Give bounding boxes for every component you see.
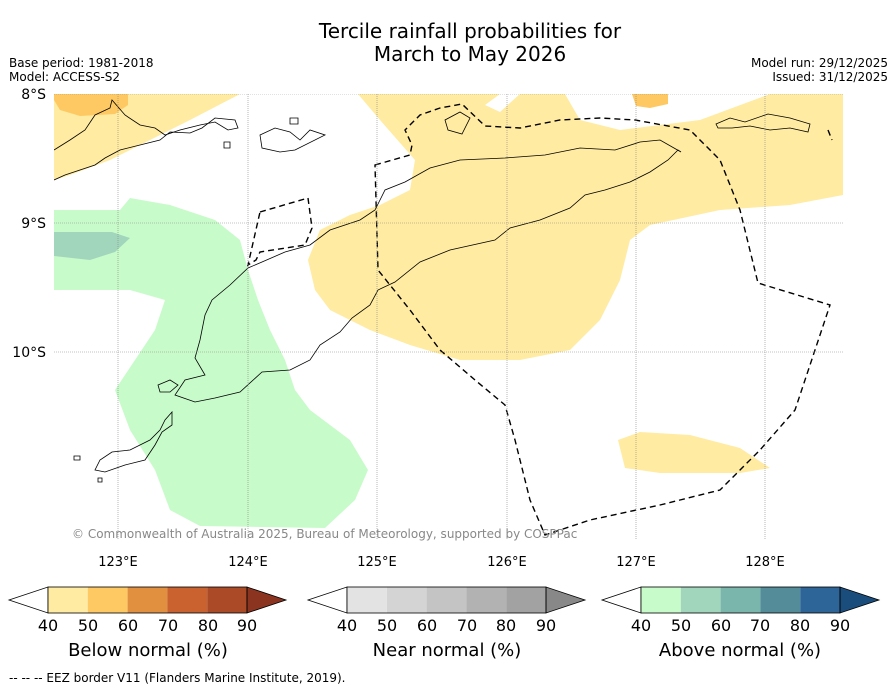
eez-footer-note: -- -- -- EEZ border V11 (Flanders Marine… <box>9 671 346 685</box>
near-tick-50: 50 <box>376 616 398 635</box>
below-tick-40: 40 <box>37 616 59 635</box>
issued-date: Issued: 31/12/2025 <box>772 70 888 84</box>
title-line-2: March to May 2026 <box>373 42 567 66</box>
below-tick-90: 90 <box>236 616 258 635</box>
small-islands <box>223 117 327 153</box>
near-over-triangle <box>545 586 587 614</box>
alor-coastline <box>444 111 471 135</box>
above-normal-high-region <box>54 232 130 260</box>
above-swatch-3 <box>760 587 801 613</box>
below-frame <box>47 586 248 614</box>
lat-label-8s: 8°S <box>21 87 46 103</box>
below-swatch-1 <box>87 587 128 613</box>
colorbar-below-normal <box>7 586 288 614</box>
below-normal-high-north <box>632 94 668 108</box>
model-name: Model: ACCESS-S2 <box>9 70 121 84</box>
above-swatch-2 <box>720 587 761 613</box>
near-frame <box>346 586 547 614</box>
below-normal-region-central <box>308 94 843 360</box>
meta-left: Base period: 1981-2018 Model: ACCESS-S2 <box>9 56 154 84</box>
above-swatch-4 <box>800 587 840 613</box>
below-normal-high-northwest <box>54 94 128 116</box>
lon-label-123e: 123°E <box>98 555 138 570</box>
model-run: Model run: 29/12/2025 <box>750 56 888 70</box>
below-tick-80: 80 <box>197 616 219 635</box>
below-normal-region-southeast <box>618 432 770 473</box>
lat-label-9s: 9°S <box>21 216 46 232</box>
lon-label-128e: 128°E <box>745 555 785 570</box>
above-tick-90: 90 <box>829 616 851 635</box>
above-tick-40: 40 <box>630 616 652 635</box>
base-period: Base period: 1981-2018 <box>9 56 154 70</box>
above-swatch-0 <box>641 587 681 613</box>
below-over-triangle <box>246 586 288 614</box>
wetar-coastline <box>715 113 811 133</box>
lon-label-125e: 125°E <box>357 555 397 570</box>
above-normal-title: Above normal (%) <box>658 640 822 661</box>
map-title: Tercile rainfall probabilities for March… <box>0 20 896 66</box>
rainfall-map: 8°S 9°S 10°S 123°E 124°E 125°E 126°E 127… <box>12 87 843 570</box>
near-tick-80: 80 <box>495 616 517 635</box>
near-normal-title: Near normal (%) <box>372 640 522 661</box>
above-under-triangle <box>600 586 642 614</box>
colorbar-near-normal <box>306 586 587 614</box>
below-swatch-3 <box>167 587 208 613</box>
near-swatch-3 <box>466 587 507 613</box>
below-normal-title: Below normal (%) <box>68 640 228 661</box>
coastlines <box>54 99 811 483</box>
below-tick-70: 70 <box>157 616 179 635</box>
above-tick-70: 70 <box>749 616 771 635</box>
copyright-notice: © Commonwealth of Australia 2025, Bureau… <box>72 527 578 541</box>
above-swatch-1 <box>680 587 721 613</box>
near-swatch-2 <box>426 587 467 613</box>
above-normal-region <box>54 198 368 528</box>
lon-label-124e: 124°E <box>228 555 268 570</box>
above-over-triangle <box>839 586 881 614</box>
colorbar-above-normal <box>600 586 881 614</box>
below-tick-50: 50 <box>77 616 99 635</box>
grid-lines <box>54 94 843 539</box>
near-tick-60: 60 <box>416 616 438 635</box>
flores-coastline <box>54 99 239 181</box>
above-tick-60: 60 <box>710 616 732 635</box>
eez-border <box>246 103 833 536</box>
below-normal-region-northwest <box>54 94 240 180</box>
colorbars <box>7 586 881 614</box>
near-under-triangle <box>306 586 348 614</box>
below-swatch-2 <box>127 587 168 613</box>
title-line-1: Tercile rainfall probabilities for <box>318 19 622 43</box>
above-tick-50: 50 <box>670 616 692 635</box>
below-tick-60: 60 <box>117 616 139 635</box>
below-swatch-0 <box>48 587 88 613</box>
rote-coastline <box>73 379 179 483</box>
meta-right: Model run: 29/12/2025 Issued: 31/12/2025 <box>751 56 888 84</box>
above-frame <box>640 586 841 614</box>
timor-coastline <box>174 139 682 403</box>
below-under-triangle <box>7 586 49 614</box>
near-swatch-4 <box>506 587 546 613</box>
near-swatch-1 <box>386 587 427 613</box>
above-tick-80: 80 <box>789 616 811 635</box>
near-tick-70: 70 <box>456 616 478 635</box>
near-tick-40: 40 <box>336 616 358 635</box>
below-swatch-4 <box>207 587 247 613</box>
lon-label-127e: 127°E <box>616 555 656 570</box>
near-swatch-0 <box>347 587 387 613</box>
lat-label-10s: 10°S <box>12 345 46 361</box>
lon-label-126e: 126°E <box>487 555 527 570</box>
near-tick-90: 90 <box>535 616 557 635</box>
